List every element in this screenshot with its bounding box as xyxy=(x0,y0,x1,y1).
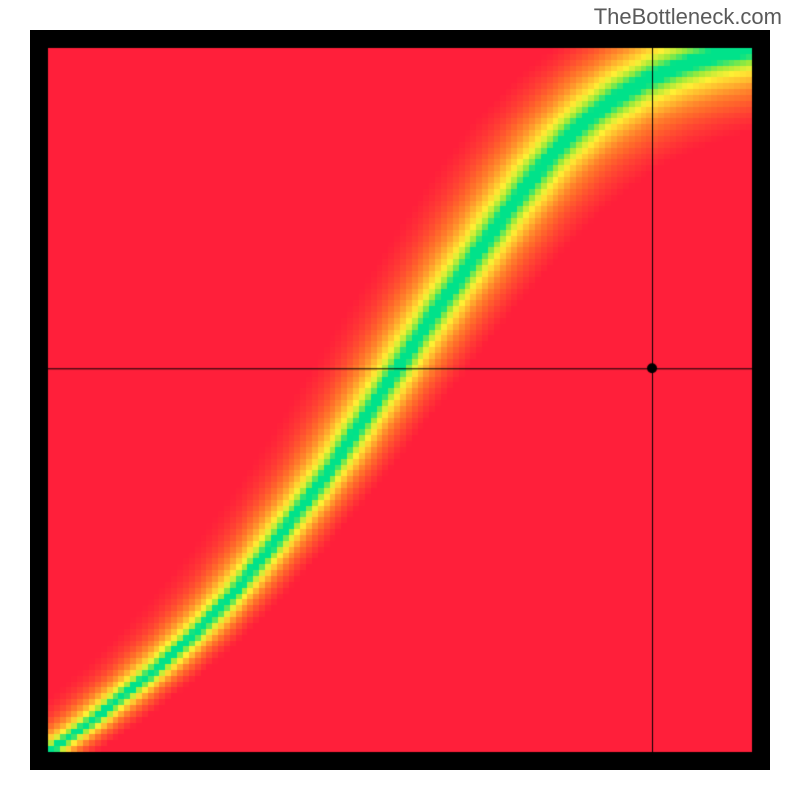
heatmap-canvas xyxy=(30,30,770,770)
heatmap-plot xyxy=(30,30,770,770)
watermark-label: TheBottleneck.com xyxy=(594,4,782,30)
